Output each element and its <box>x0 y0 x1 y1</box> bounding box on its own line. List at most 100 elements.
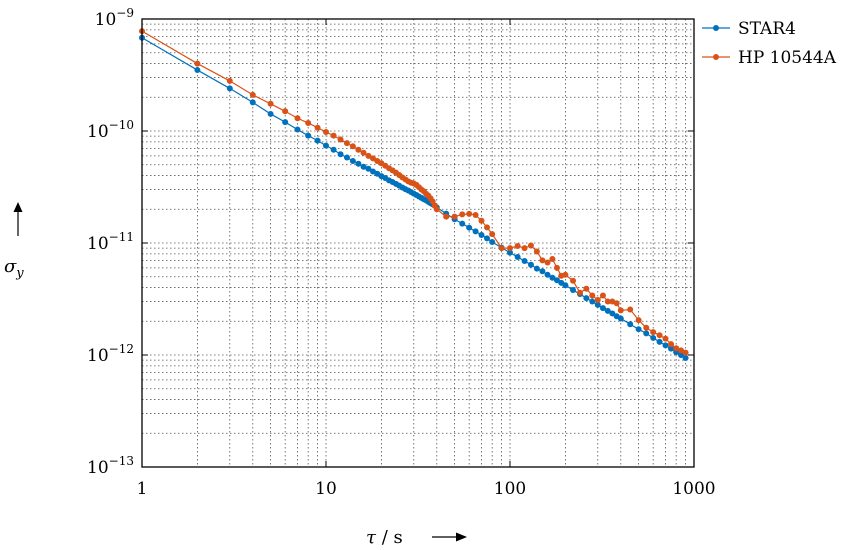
data-point-hp10544a <box>365 152 372 159</box>
data-point-star4 <box>349 157 356 164</box>
x-tick-label: 1000 <box>672 479 715 499</box>
data-point-hp10544a <box>267 100 274 107</box>
series-layer <box>139 28 689 362</box>
data-point-hp10544a <box>613 300 620 307</box>
data-point-hp10544a <box>673 345 680 352</box>
data-point-star4 <box>489 239 496 246</box>
data-point-hp10544a <box>521 245 528 252</box>
data-point-hp10544a <box>323 128 329 135</box>
grid <box>142 19 694 467</box>
data-point-star4 <box>562 282 569 289</box>
data-point-star4 <box>604 307 611 314</box>
legend-entry-star4: STAR4 <box>702 19 796 39</box>
data-point-star4 <box>267 110 274 117</box>
x-tick-label: 100 <box>494 479 526 499</box>
data-point-star4 <box>544 271 551 278</box>
data-point-hp10544a <box>305 119 312 126</box>
data-point-star4 <box>337 151 344 158</box>
data-point-hp10544a <box>527 242 534 249</box>
data-point-star4 <box>249 99 256 106</box>
y-axis-title: σy <box>4 256 24 281</box>
data-point-star4 <box>583 295 590 302</box>
data-point-hp10544a <box>583 285 590 292</box>
data-point-star4 <box>594 301 601 308</box>
data-point-hp10544a <box>650 329 657 336</box>
data-point-hp10544a <box>443 213 450 220</box>
data-point-hp10544a <box>369 155 376 162</box>
data-point-hp10544a <box>589 292 596 299</box>
data-point-hp10544a <box>282 108 289 115</box>
data-point-star4 <box>514 253 521 260</box>
data-point-hp10544a <box>330 132 337 139</box>
data-point-star4 <box>466 224 473 231</box>
y-tick-label: 10−13 <box>87 454 134 478</box>
data-point-hp10544a <box>604 298 611 305</box>
data-point-hp10544a <box>539 257 546 264</box>
data-point-hp10544a <box>343 140 350 147</box>
data-point-star4 <box>330 146 337 153</box>
data-point-hp10544a <box>489 231 496 238</box>
data-point-hp10544a <box>678 347 685 354</box>
legend-entry-hp10544a: HP 10544A <box>702 48 837 68</box>
data-point-hp10544a <box>355 146 362 153</box>
data-point-hp10544a <box>194 60 201 67</box>
data-point-hp10544a <box>514 243 521 250</box>
data-point-star4 <box>478 231 485 238</box>
data-point-hp10544a <box>656 332 663 339</box>
data-point-star4 <box>617 315 624 322</box>
data-point-star4 <box>643 330 650 337</box>
data-point-hp10544a <box>533 248 540 255</box>
data-point-hp10544a <box>360 149 367 156</box>
data-point-hp10544a <box>682 349 689 356</box>
data-point-hp10544a <box>599 292 606 299</box>
data-point-hp10544a <box>570 277 577 284</box>
data-point-hp10544a <box>643 324 650 331</box>
legend-label-star4: STAR4 <box>738 19 796 39</box>
legend-marker-hp10544a <box>713 54 719 60</box>
data-point-hp10544a <box>549 255 556 262</box>
data-point-star4 <box>459 220 466 227</box>
data-point-star4 <box>609 310 616 317</box>
legend-label-hp10544a: HP 10544A <box>738 48 837 68</box>
data-point-hp10544a <box>226 77 233 84</box>
data-point-hp10544a <box>594 296 601 303</box>
data-point-hp10544a <box>472 211 479 218</box>
data-point-hp10544a <box>617 307 624 314</box>
data-point-hp10544a <box>544 259 551 266</box>
data-point-hp10544a <box>466 210 473 217</box>
data-point-star4 <box>589 298 596 305</box>
data-point-star4 <box>668 345 675 352</box>
data-point-star4 <box>549 274 556 281</box>
data-point-star4 <box>507 249 513 256</box>
x-tick-label: 1 <box>137 479 148 499</box>
data-point-star4 <box>527 261 534 268</box>
data-point-star4 <box>282 119 289 126</box>
data-point-hp10544a <box>433 206 440 213</box>
data-point-hp10544a <box>576 289 583 296</box>
y-axis-label: σy <box>4 202 24 281</box>
data-point-hp10544a <box>562 271 569 278</box>
data-point-hp10544a <box>668 341 675 348</box>
data-point-hp10544a <box>478 217 485 224</box>
data-point-star4 <box>360 163 367 170</box>
data-point-star4 <box>194 67 201 74</box>
data-point-hp10544a <box>635 317 642 324</box>
data-point-star4 <box>678 352 685 358</box>
data-point-hp10544a <box>627 306 634 313</box>
data-point-hp10544a <box>451 213 458 220</box>
y-tick-label: 10−12 <box>87 342 134 366</box>
y-axis-arrowhead <box>13 202 23 212</box>
x-tick-label: 10 <box>315 479 337 499</box>
data-point-star4 <box>635 326 642 333</box>
data-point-hp10544a <box>314 124 321 131</box>
data-point-star4 <box>305 132 312 139</box>
data-point-hp10544a <box>553 264 560 271</box>
data-point-star4 <box>472 228 479 235</box>
data-point-star4 <box>662 342 669 349</box>
data-point-star4 <box>539 268 546 275</box>
x-axis-title: τ / s <box>366 527 403 548</box>
x-axis-label: τ / s <box>366 527 467 548</box>
data-point-star4 <box>627 321 634 328</box>
data-point-star4 <box>484 235 491 242</box>
